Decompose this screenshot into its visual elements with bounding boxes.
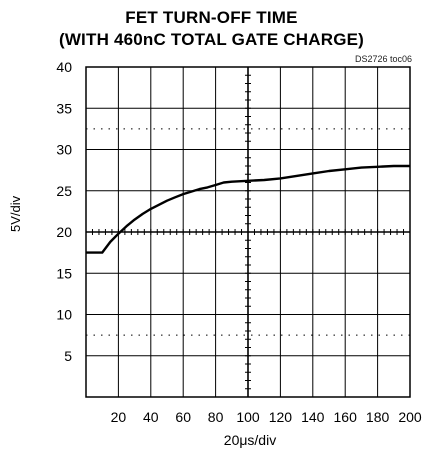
x-tick-label: 80 bbox=[208, 409, 224, 425]
x-tick-label: 160 bbox=[334, 409, 358, 425]
x-tick-label: 200 bbox=[398, 409, 422, 425]
figure-code: DS2726 toc06 bbox=[354, 54, 412, 64]
x-tick-label: 180 bbox=[366, 409, 390, 425]
x-axis-label: 20μs/div bbox=[223, 432, 277, 448]
x-tick-label: 120 bbox=[269, 409, 293, 425]
x-tick-label: 60 bbox=[175, 409, 191, 425]
x-tick-label: 40 bbox=[143, 409, 159, 425]
y-tick-label: 15 bbox=[56, 265, 72, 281]
y-tick-label: 30 bbox=[56, 142, 72, 158]
y-tick-label: 35 bbox=[56, 100, 72, 116]
x-tick-label: 100 bbox=[236, 409, 260, 425]
trace-line bbox=[86, 164, 410, 254]
chart-title-line2: (WITH 460nC TOTAL GATE CHARGE) bbox=[58, 30, 365, 49]
x-tick-label: 20 bbox=[111, 409, 127, 425]
y-axis-label: 5V/div bbox=[8, 195, 23, 232]
y-tick-label: 40 bbox=[56, 59, 72, 75]
chart-title-line1: FET TURN-OFF TIME bbox=[125, 8, 298, 27]
y-tick-label: 5 bbox=[64, 348, 72, 364]
y-tick-label: 25 bbox=[56, 183, 72, 199]
y-tick-label: 10 bbox=[56, 307, 72, 323]
y-tick-label: 20 bbox=[56, 224, 72, 240]
x-tick-label: 140 bbox=[301, 409, 325, 425]
